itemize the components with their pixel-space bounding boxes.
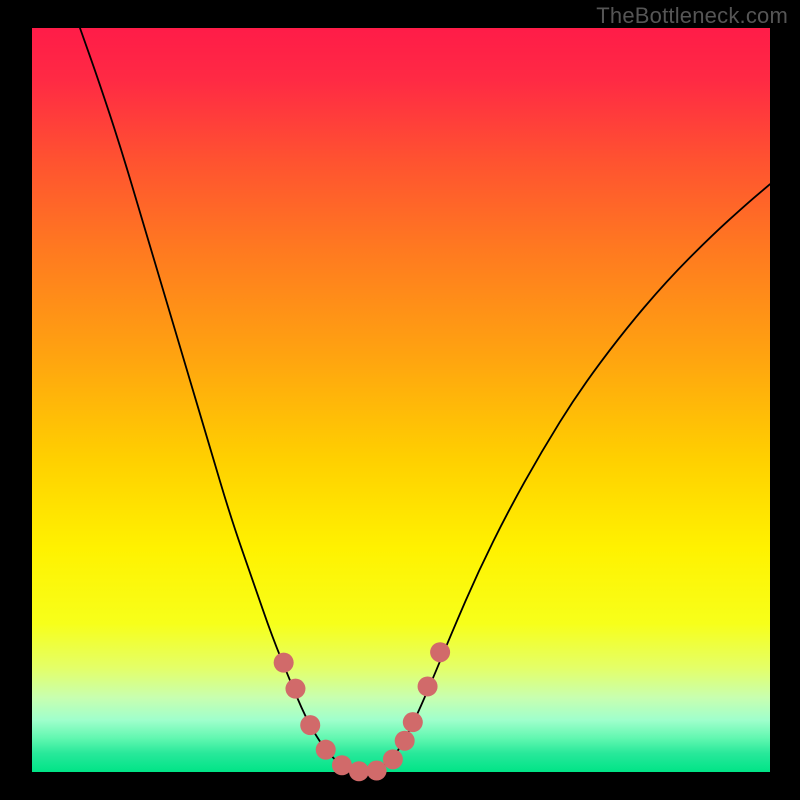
curve-marker — [395, 731, 415, 751]
curve-marker — [383, 749, 403, 769]
curve-marker — [367, 761, 387, 781]
curve-marker — [332, 755, 352, 775]
curve-marker — [300, 715, 320, 735]
plot-background — [32, 28, 770, 772]
curve-marker — [403, 712, 423, 732]
curve-marker — [285, 679, 305, 699]
curve-marker — [418, 676, 438, 696]
bottleneck-chart — [0, 0, 800, 800]
curve-marker — [430, 642, 450, 662]
curve-marker — [274, 653, 294, 673]
chart-stage: TheBottleneck.com — [0, 0, 800, 800]
curve-marker — [316, 740, 336, 760]
watermark-label: TheBottleneck.com — [596, 3, 788, 29]
curve-marker — [349, 761, 369, 781]
